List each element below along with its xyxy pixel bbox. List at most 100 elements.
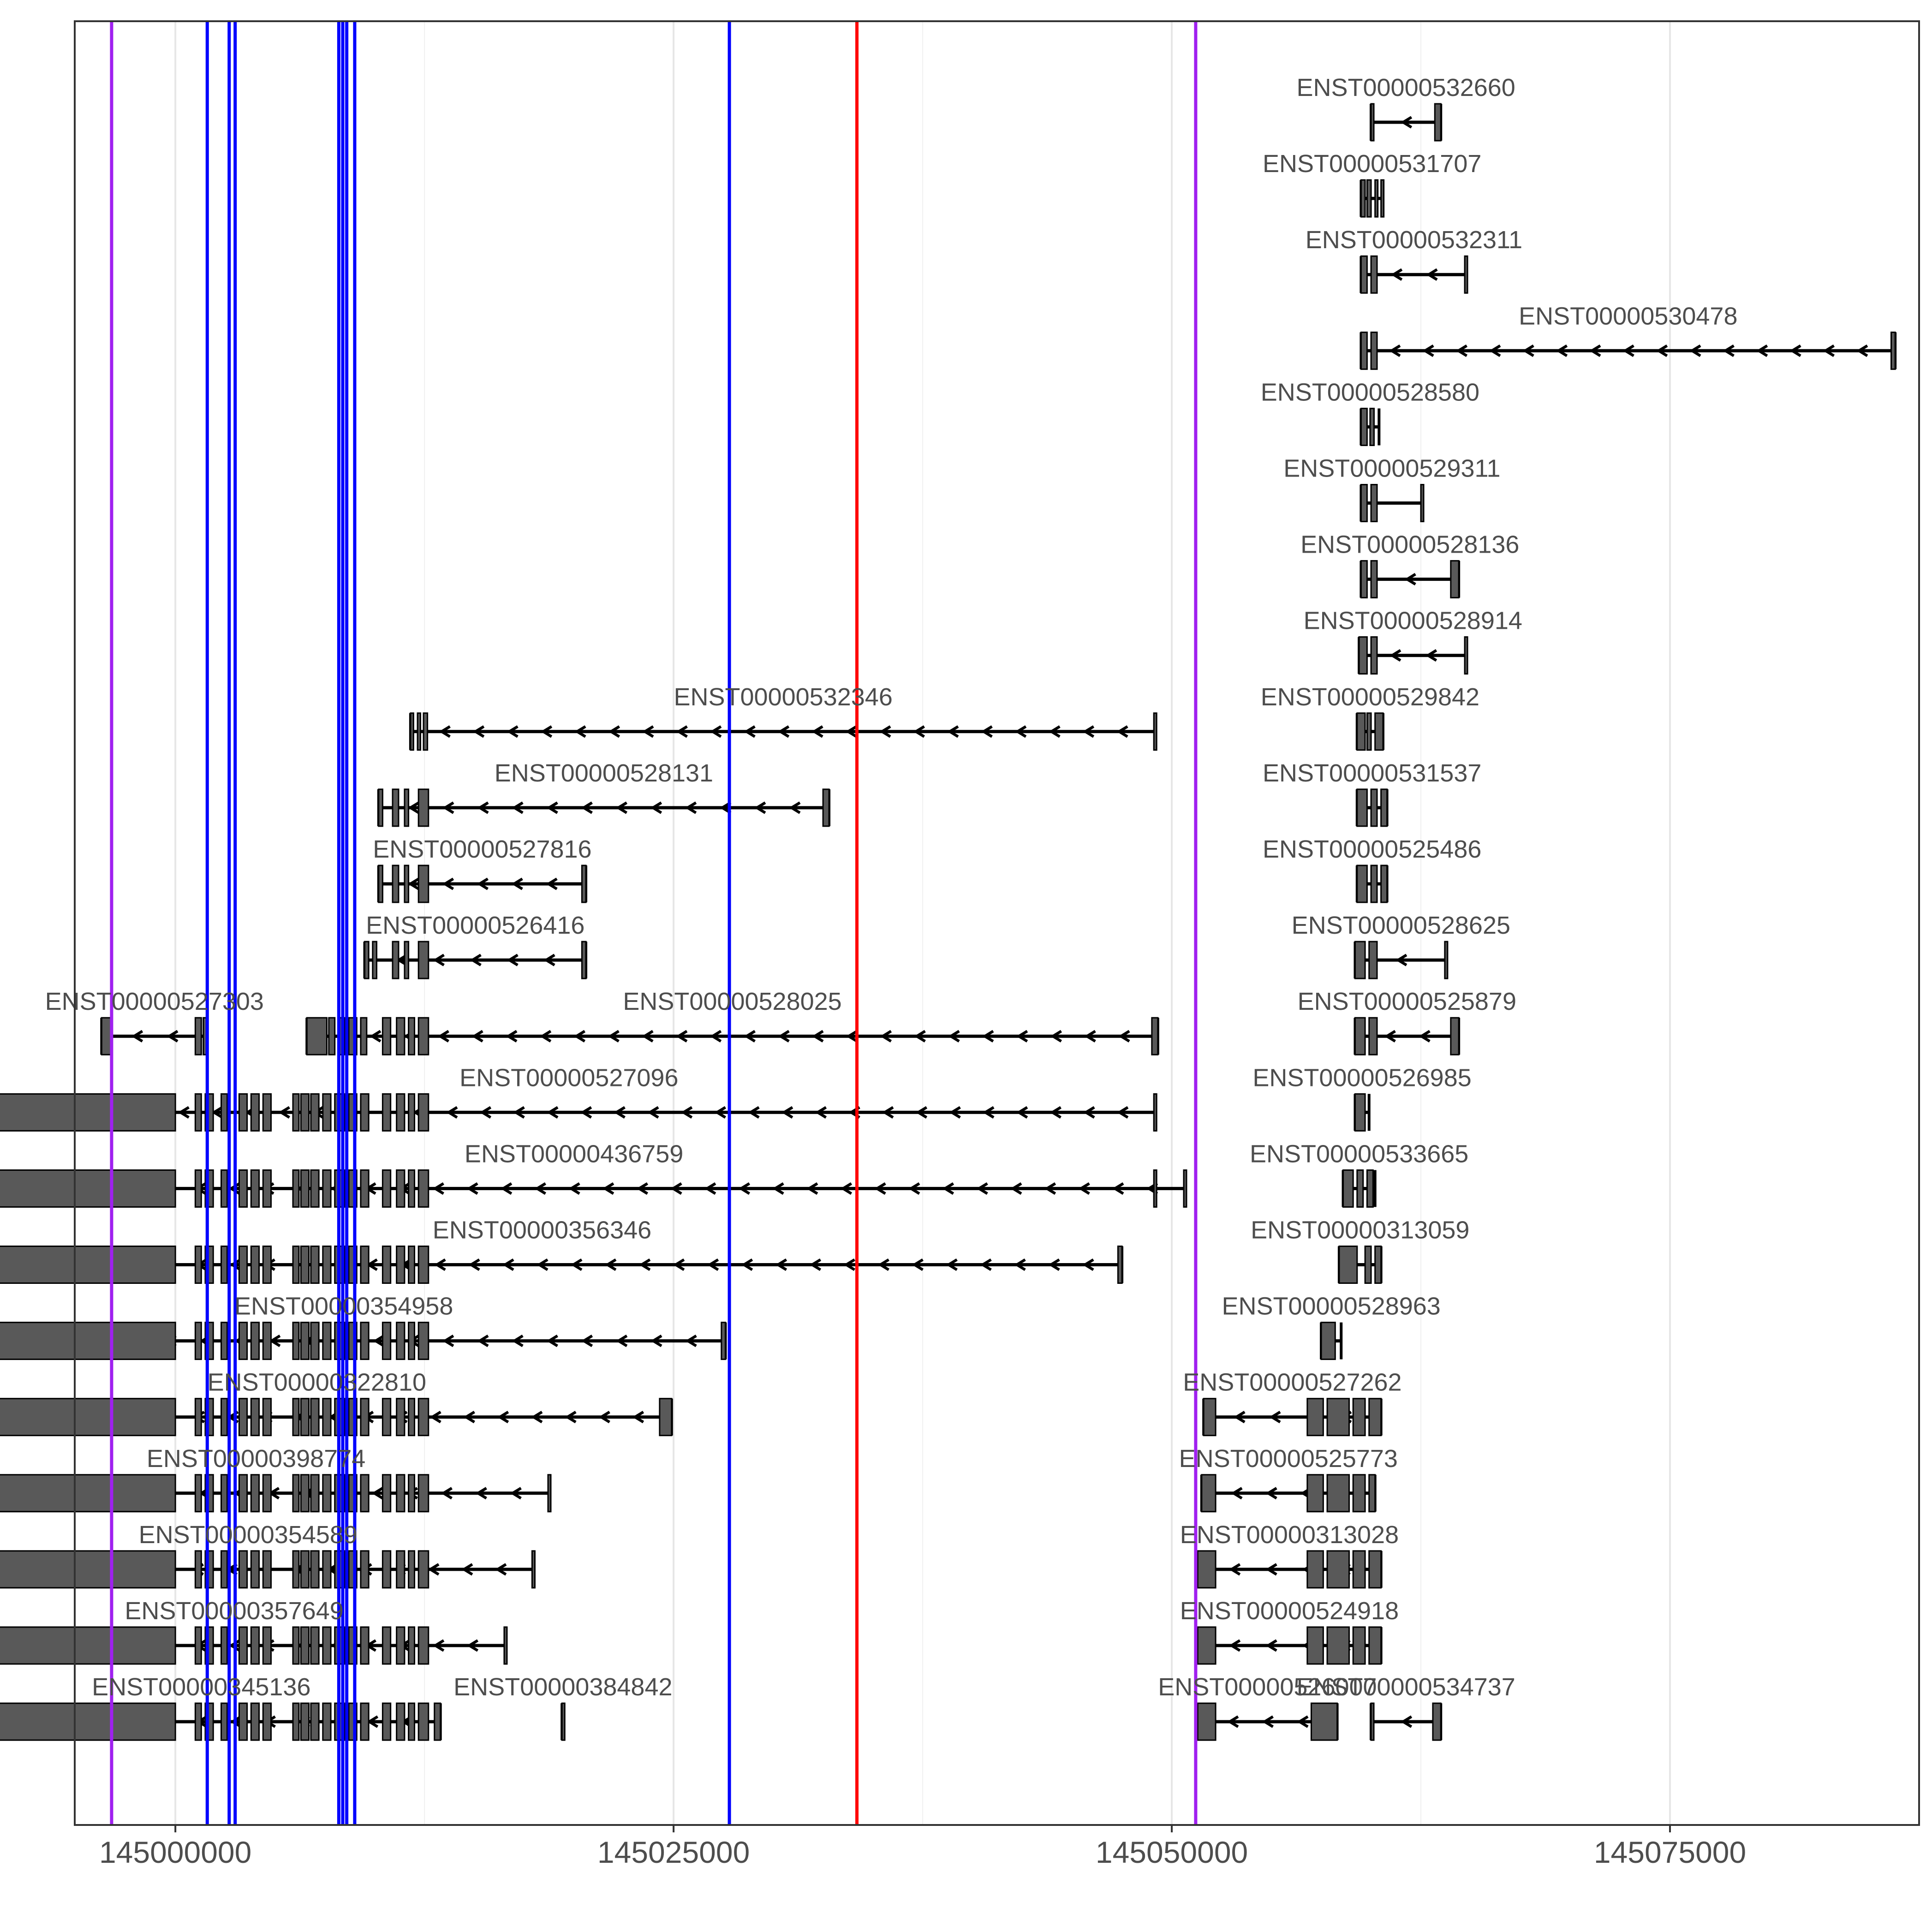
strand-arrow: [513, 1106, 525, 1119]
exon-block: [238, 1169, 248, 1208]
exon-block: [310, 1626, 320, 1665]
exon-block: [0, 1322, 176, 1360]
transcript-label: ENST00000527096: [459, 1064, 678, 1091]
exon-block: [1326, 1398, 1350, 1437]
exon-block: [382, 1093, 392, 1132]
strand-arrow: [537, 1258, 549, 1271]
exon-block: [322, 1702, 332, 1741]
exon-block: [221, 1322, 228, 1360]
exon-block: [417, 865, 429, 903]
exon-block: [396, 1246, 405, 1284]
strand-arrow: [1228, 1563, 1241, 1576]
strand-arrow: [501, 1182, 513, 1195]
exon-block: [392, 941, 400, 979]
strand-arrow: [1823, 344, 1835, 357]
exon-block: [0, 1398, 176, 1437]
transcript-ENST00000533665: [1342, 1169, 1377, 1208]
transcript-ENST00000531707: [1360, 179, 1385, 218]
strand-arrow: [942, 1182, 954, 1195]
strand-arrow: [741, 1258, 753, 1271]
strand-arrow: [429, 1411, 441, 1424]
strand-arrow: [1489, 344, 1501, 357]
exon-block: [0, 1246, 176, 1284]
exon-block: [0, 1474, 176, 1513]
strand-arrow: [1265, 1487, 1277, 1500]
transcript-ENST00000529842: [1355, 712, 1384, 751]
exon-block: [396, 1169, 405, 1208]
exon-block: [382, 1398, 392, 1437]
exon-block: [1354, 1093, 1366, 1132]
exon-block: [262, 1474, 272, 1513]
exon-block: [1203, 1398, 1216, 1437]
strand-arrow: [466, 1639, 479, 1652]
x-tick-label: 145050000: [1096, 1835, 1248, 1869]
strand-arrow: [598, 1411, 610, 1424]
exon-block: [503, 1626, 508, 1665]
strand-arrow: [497, 1411, 509, 1424]
strand-arrow: [650, 801, 662, 814]
strand-arrow: [1756, 344, 1768, 357]
strand-arrow: [512, 801, 524, 814]
exon-block: [221, 1169, 228, 1208]
exon-block: [250, 1550, 260, 1589]
strand-arrow: [531, 1411, 543, 1424]
strand-arrow: [540, 725, 553, 738]
transcript-ENST00000531537: [1355, 788, 1389, 827]
strand-arrow: [439, 725, 451, 738]
transcript-ENST00000525486: [1355, 865, 1389, 903]
strand-arrow: [1048, 1258, 1060, 1271]
exon-block: [1370, 103, 1375, 142]
strand-arrow: [650, 1335, 662, 1348]
strand-arrow: [605, 1258, 617, 1271]
strand-arrow: [949, 1106, 961, 1119]
transcript-label: ENST00000528580: [1261, 378, 1479, 406]
exon-block: [408, 1702, 416, 1741]
exon-block: [292, 1398, 300, 1437]
strand-arrow: [511, 877, 523, 890]
strand-arrow: [772, 1182, 784, 1195]
transcript-ENST00000526985: [1354, 1093, 1371, 1132]
exon-block: [1374, 712, 1384, 751]
exon-block: [396, 1626, 405, 1665]
strand-arrow: [1234, 1411, 1246, 1424]
strand-arrow: [1227, 1715, 1239, 1728]
exon-block: [1306, 1474, 1324, 1513]
strand-arrow: [840, 1182, 853, 1195]
exon-block: [221, 1398, 228, 1437]
exon-block: [1151, 1017, 1159, 1055]
transcript-label: ENST00000525486: [1263, 835, 1481, 863]
transcript-label: ENST00000528136: [1300, 531, 1519, 559]
exon-block: [404, 941, 410, 979]
exon-block: [1370, 560, 1378, 599]
exon-block: [1354, 1017, 1366, 1055]
transcript-ENST00000525879: [1354, 1017, 1461, 1055]
strand-arrow: [1389, 649, 1401, 662]
strand-arrow: [778, 1030, 790, 1043]
strand-arrow: [441, 1487, 453, 1500]
strand-arrow: [546, 877, 558, 890]
exon-block: [364, 941, 370, 979]
exon-block: [250, 1169, 260, 1208]
transcript-label: ENST00000354589: [139, 1521, 358, 1549]
transcript-ENST00000354589: [0, 1550, 536, 1589]
exon-block: [1360, 179, 1366, 218]
exon-block: [417, 1474, 429, 1513]
x-tick-label: 145075000: [1594, 1835, 1746, 1869]
exon-block: [1374, 179, 1379, 218]
exon-block: [1368, 1626, 1382, 1665]
transcript-ENST00000530478: [1360, 331, 1897, 370]
exon-block: [404, 865, 410, 903]
strand-arrow: [1082, 1258, 1094, 1271]
strand-arrow: [673, 1258, 685, 1271]
exon-block: [300, 1550, 310, 1589]
exon-block: [300, 1398, 310, 1437]
exon-block: [1444, 941, 1449, 979]
exon-block: [322, 1550, 332, 1589]
strand-arrow: [815, 1106, 827, 1119]
strand-arrow: [913, 725, 925, 738]
strand-arrow: [908, 1182, 920, 1195]
strand-arrow: [754, 801, 766, 814]
exon-block: [417, 1246, 429, 1284]
strand-arrow: [442, 1335, 454, 1348]
